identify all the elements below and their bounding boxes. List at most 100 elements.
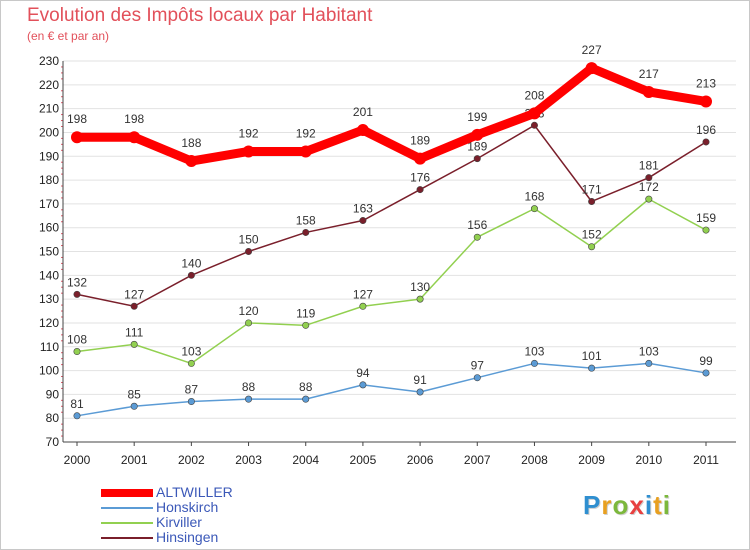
- data-label: 81: [70, 397, 84, 411]
- data-point: [130, 340, 138, 348]
- legend-item-kirviller: Kirviller: [101, 515, 233, 530]
- proxiti-logo: Proxiti: [583, 490, 671, 521]
- data-label: 189: [410, 134, 430, 148]
- legend-swatch: [101, 521, 153, 524]
- y-tick-label: 180: [39, 173, 59, 187]
- logo-letter: i: [644, 490, 654, 520]
- data-point: [185, 155, 198, 168]
- data-point: [702, 226, 710, 234]
- data-label: 181: [639, 159, 659, 173]
- data-label: 97: [471, 359, 485, 373]
- y-tick-label: 160: [39, 221, 59, 235]
- data-point: [530, 121, 538, 129]
- x-tick-label: 2004: [292, 453, 319, 467]
- axes: 7080901001101201301401501601701801902002…: [39, 54, 736, 467]
- data-point: [700, 95, 712, 108]
- data-point: [356, 124, 369, 137]
- data-label: 103: [639, 344, 659, 358]
- x-tick-label: 2002: [178, 453, 205, 467]
- data-point: [588, 197, 596, 205]
- y-tick-label: 70: [46, 435, 60, 449]
- series-kirviller: 108 111 103 120 119 127 130 156 168 152 172 159: [67, 180, 716, 367]
- data-label: 85: [128, 387, 142, 401]
- data-point: [416, 186, 424, 194]
- series-line: [76, 198, 707, 365]
- data-label: 140: [181, 256, 201, 270]
- data-point: [588, 243, 596, 251]
- y-tick-label: 200: [39, 125, 59, 139]
- logo-letter: P: [583, 490, 602, 520]
- data-label: 188: [181, 136, 201, 150]
- logo-letter: t: [653, 490, 663, 520]
- data-point: [473, 155, 481, 163]
- chart-subtitle: (en € et par an): [27, 29, 110, 43]
- legend-item-hinsingen: Hinsingen: [101, 530, 233, 545]
- series-altwiller: 198 198 188 192 192 201 189 199 208 227 217 213: [67, 43, 716, 168]
- data-point: [302, 228, 310, 236]
- data-point: [130, 402, 138, 410]
- data-label: 213: [696, 76, 716, 90]
- data-point: [416, 295, 424, 303]
- data-label: 120: [239, 304, 259, 318]
- y-tick-label: 190: [39, 149, 59, 163]
- data-label: 227: [582, 43, 602, 57]
- data-point: [73, 412, 81, 420]
- data-label: 111: [125, 325, 144, 339]
- data-label: 159: [696, 211, 716, 225]
- y-tick-label: 230: [39, 54, 59, 68]
- data-point: [245, 319, 253, 327]
- series-honskirch: 81 85 87 88 88 94 91 97 103 101 103 99: [70, 344, 713, 420]
- y-tick-label: 170: [39, 197, 59, 211]
- data-label: 88: [299, 380, 313, 394]
- legend-label: Kirviller: [156, 514, 202, 530]
- grid-lines: [63, 60, 736, 443]
- x-tick-label: 2000: [64, 453, 91, 467]
- legend-swatch: [101, 536, 153, 539]
- x-tick-label: 2005: [350, 453, 377, 467]
- data-label: 150: [239, 233, 259, 247]
- data-label: 91: [413, 373, 427, 387]
- data-label: 130: [410, 280, 430, 294]
- data-point: [359, 302, 367, 310]
- x-tick-label: 2010: [635, 453, 662, 467]
- data-point: [302, 395, 310, 403]
- data-point: [588, 364, 596, 372]
- data-point: [187, 398, 195, 406]
- data-label: 103: [181, 344, 201, 358]
- data-point: [585, 62, 598, 75]
- data-point: [414, 152, 427, 165]
- legend-label: ALTWILLER: [156, 484, 233, 500]
- data-label: 127: [124, 287, 144, 301]
- series-line: [72, 63, 711, 166]
- x-tick-label: 2009: [578, 453, 605, 467]
- data-label: 176: [410, 171, 430, 185]
- series-line: [76, 124, 707, 308]
- data-label: 196: [696, 123, 716, 137]
- data-point: [299, 145, 312, 158]
- y-tick-label: 210: [39, 102, 59, 116]
- y-tick-label: 150: [39, 245, 59, 259]
- x-tick-label: 2001: [121, 453, 148, 467]
- x-tick-label: 2007: [464, 453, 491, 467]
- data-point: [416, 388, 424, 396]
- data-label: 192: [296, 126, 316, 140]
- series-line: [76, 362, 707, 417]
- data-label: 108: [67, 333, 87, 347]
- data-point: [130, 302, 138, 310]
- data-point: [73, 290, 81, 298]
- data-label: 199: [467, 110, 487, 124]
- y-tick-label: 80: [46, 411, 60, 425]
- y-tick-label: 110: [40, 340, 59, 354]
- legend-swatch: [101, 506, 153, 509]
- x-tick-label: 2006: [407, 453, 434, 467]
- data-label: 189: [467, 140, 487, 154]
- data-label: 119: [296, 306, 315, 320]
- x-tick-label: 2003: [235, 453, 262, 467]
- logo-letter: i: [662, 490, 671, 520]
- data-label: 127: [353, 287, 373, 301]
- logo-letter: o: [612, 490, 630, 520]
- data-point: [245, 395, 253, 403]
- data-point: [528, 107, 541, 120]
- data-point: [302, 321, 310, 329]
